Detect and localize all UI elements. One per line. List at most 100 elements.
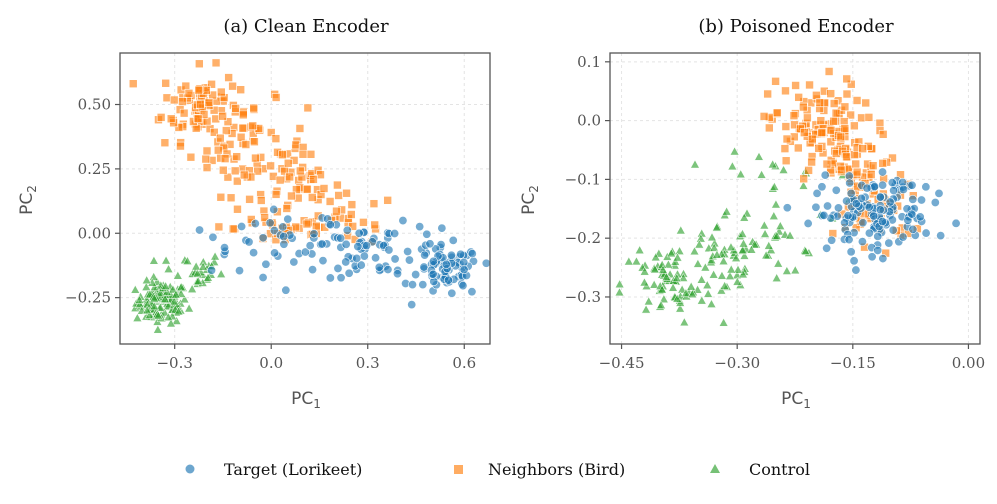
- data-point-target: [951, 218, 961, 228]
- data-point-neighbors: [193, 114, 203, 124]
- data-point-control: [661, 272, 672, 281]
- data-point-control: [192, 268, 203, 278]
- data-point-neighbors: [250, 137, 259, 147]
- data-point-neighbors: [228, 224, 238, 234]
- plot-frame: [119, 52, 491, 345]
- data-point-target: [875, 205, 885, 215]
- data-point-target: [289, 257, 299, 267]
- data-point-target: [448, 235, 458, 245]
- data-point-target: [278, 222, 288, 232]
- data-point-neighbors: [291, 222, 301, 232]
- data-point-control: [656, 300, 666, 310]
- data-point-target: [265, 218, 275, 228]
- data-point-control: [689, 246, 700, 256]
- data-point-target: [803, 218, 813, 228]
- data-point-target: [921, 182, 931, 192]
- data-point-neighbors: [842, 89, 852, 99]
- data-point-neighbors: [291, 140, 301, 150]
- data-point-control: [634, 245, 645, 255]
- data-point-target: [878, 180, 888, 190]
- data-point-neighbors: [804, 166, 813, 175]
- data-point-target: [884, 238, 894, 248]
- data-point-neighbors: [831, 108, 841, 118]
- data-point-control: [737, 228, 748, 238]
- data-point-control: [160, 281, 171, 290]
- data-point-target: [207, 265, 217, 275]
- data-point-target: [842, 196, 852, 206]
- data-point-neighbors: [815, 98, 825, 108]
- data-point-control: [759, 220, 770, 230]
- data-point-control: [216, 269, 226, 278]
- data-point-target: [398, 216, 408, 226]
- data-point-neighbors: [794, 93, 803, 102]
- data-point-control: [718, 256, 729, 265]
- x-ticks: −0.45 −0.30 −0.15 0.00: [599, 344, 985, 372]
- data-point-control: [142, 305, 152, 315]
- data-point-control: [675, 225, 686, 235]
- data-point-control: [725, 271, 735, 280]
- data-point-neighbors: [260, 213, 269, 222]
- data-point-control: [659, 294, 669, 304]
- data-point-target: [341, 239, 351, 249]
- data-point-target: [822, 243, 832, 253]
- data-point-control: [168, 284, 178, 294]
- data-point-neighbors: [209, 127, 219, 137]
- legend-label: Control: [749, 460, 810, 479]
- data-point-control: [658, 264, 668, 274]
- data-point-control: [155, 288, 166, 298]
- panel-title: (b) Poisoned Encoder: [698, 16, 894, 37]
- data-point-neighbors: [233, 204, 242, 214]
- data-point-neighbors: [306, 150, 316, 159]
- data-point-neighbors: [791, 81, 800, 90]
- data-point-neighbors: [271, 190, 281, 199]
- data-point-neighbors: [211, 58, 221, 68]
- data-point-target: [851, 265, 861, 275]
- data-point-target: [237, 221, 247, 231]
- data-point-target: [352, 253, 362, 263]
- data-point-control: [169, 296, 179, 306]
- data-point-control: [700, 262, 711, 272]
- data-point-neighbors: [184, 88, 194, 98]
- data-point-neighbors: [295, 166, 305, 176]
- data-point-neighbors: [266, 128, 276, 137]
- data-point-control: [739, 250, 750, 260]
- data-point-neighbors: [850, 121, 859, 131]
- data-point-target: [858, 218, 868, 228]
- data-point-neighbors: [805, 80, 814, 90]
- data-point-target: [820, 170, 830, 180]
- data-point-neighbors: [207, 79, 216, 89]
- data-point-control: [650, 264, 660, 274]
- data-point-target: [420, 250, 430, 260]
- data-point-control: [708, 269, 719, 279]
- data-point-neighbors: [169, 95, 179, 105]
- data-point-target: [437, 223, 447, 233]
- data-point-neighbors: [283, 158, 293, 168]
- data-point-control: [144, 310, 155, 319]
- data-point-neighbors: [771, 77, 780, 86]
- data-point-control: [717, 270, 727, 280]
- data-point-neighbors: [846, 110, 855, 120]
- data-point-target: [862, 183, 872, 193]
- y-ticks: −0.25 0.00 0.25 0.50: [65, 96, 120, 307]
- data-point-neighbors: [295, 124, 305, 133]
- data-point-target: [458, 281, 468, 291]
- data-point-target: [220, 243, 230, 253]
- data-point-neighbors: [174, 123, 184, 132]
- x-tick-label: 0.00: [952, 354, 985, 372]
- data-point-control: [159, 307, 170, 317]
- data-point-neighbors: [858, 144, 867, 153]
- data-point-control: [769, 211, 779, 220]
- data-point-control: [132, 313, 143, 322]
- y-tick-label: −0.25: [65, 289, 111, 307]
- data-point-control: [187, 284, 197, 293]
- data-point-control: [746, 244, 757, 254]
- data-point-neighbors: [772, 108, 782, 118]
- data-point-neighbors: [807, 157, 816, 167]
- y-tick-label: −0.1: [565, 170, 601, 188]
- data-point-target: [934, 188, 944, 198]
- data-point-neighbors: [765, 123, 774, 133]
- data-point-control: [726, 242, 736, 251]
- data-point-neighbors: [223, 117, 233, 126]
- data-point-neighbors: [236, 85, 246, 95]
- data-point-control: [707, 232, 717, 242]
